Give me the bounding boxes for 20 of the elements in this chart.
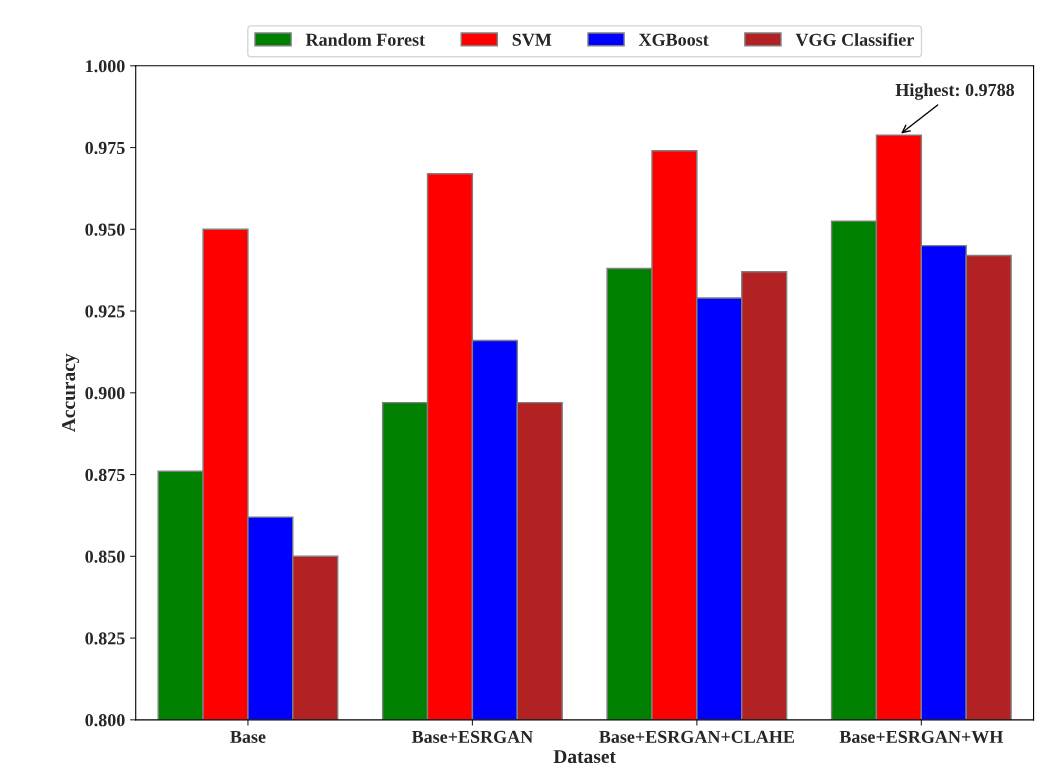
x-axis-title: Dataset [553, 750, 616, 764]
x-tick-label: Base [230, 730, 266, 743]
legend-label: XGBoost [638, 33, 709, 46]
x-tick-label: Base+ESRGAN+CLAHE [599, 730, 795, 743]
y-axis-title: Accuracy [62, 353, 80, 433]
x-tick-label: Base+ESRGAN [411, 730, 533, 743]
y-tick-label: 0.975 [85, 141, 125, 155]
y-tick-label: 1.000 [86, 60, 125, 73]
y-tick-label: 0.925 [85, 305, 125, 318]
legend-label: VGG Classifier [795, 32, 914, 46]
x-tick-label: Base+ESRGAN+WH [839, 730, 1004, 744]
y-tick-label: 0.850 [85, 550, 125, 563]
y-tick-label: 0.950 [85, 223, 125, 236]
y-tick-label: 0.800 [85, 714, 125, 727]
y-tick-label: 0.825 [85, 632, 125, 645]
annotation: Highest: 0.9788 [895, 83, 1015, 100]
y-tick-label: 0.875 [85, 468, 125, 482]
legend-label: SVM [512, 33, 552, 46]
y-tick-label: 0.900 [85, 387, 125, 400]
legend-label: Random Forest [305, 33, 426, 46]
